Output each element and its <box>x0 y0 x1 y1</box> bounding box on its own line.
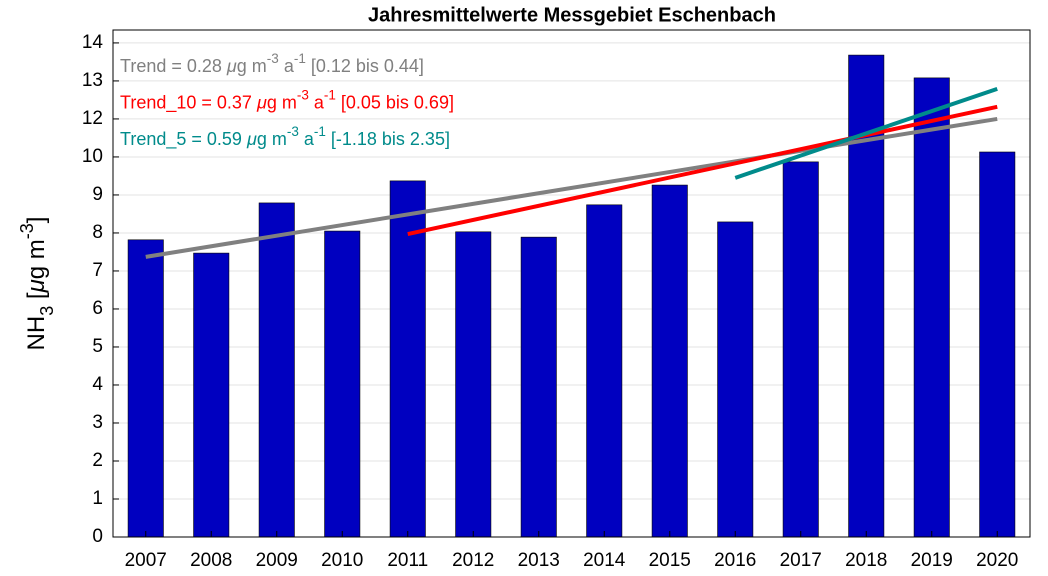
x-tick-label: 2009 <box>256 550 298 571</box>
trend-label-part: g m <box>257 129 287 149</box>
trend-line <box>734 87 998 180</box>
trend-label-part: μ <box>226 56 237 76</box>
y-tick-label: 14 <box>82 32 104 53</box>
trend-label-part: -1 <box>314 124 326 139</box>
x-tick-label: 2018 <box>845 550 887 571</box>
trend-label-part: Trend_5 = 0.59 <box>120 129 247 150</box>
y-axis-label-part: g m <box>23 239 50 279</box>
trend-label-part: a <box>279 56 295 76</box>
trend-line <box>145 116 998 259</box>
y-tick-label: 13 <box>82 70 103 91</box>
y-tick-label: 6 <box>92 298 103 319</box>
bar <box>586 204 623 538</box>
bar <box>324 230 361 538</box>
bar <box>389 180 426 538</box>
y-tick-label: 0 <box>92 526 103 547</box>
trend-label-part: -1 <box>294 51 306 66</box>
bar <box>717 221 754 538</box>
trend-label-part: g m <box>237 56 267 76</box>
y-axis-label-part: 3 <box>37 306 57 316</box>
y-axis-label-part: ] <box>23 217 50 224</box>
trend-label-part: μ <box>256 92 267 112</box>
bar <box>127 239 164 538</box>
x-tick-label: 2014 <box>583 550 626 571</box>
y-tick-label: 5 <box>92 336 103 357</box>
bar <box>782 161 819 538</box>
bar <box>979 151 1016 538</box>
x-tick-label: 2015 <box>649 550 691 571</box>
trend-label-part: -1 <box>324 88 336 103</box>
trend-label-part: a <box>299 129 315 149</box>
x-tick-label: 2017 <box>780 550 822 571</box>
trend-label-part: -3 <box>267 51 279 66</box>
y-tick-label: 3 <box>92 412 103 433</box>
x-tick-label: 2007 <box>125 550 167 571</box>
trend-label-part: [0.05 bis 0.69] <box>336 92 454 112</box>
y-tick-label: 1 <box>92 488 103 509</box>
x-tick-label: 2019 <box>911 550 953 571</box>
trend-line <box>407 104 998 237</box>
trend-label-part: -3 <box>297 88 309 103</box>
bar <box>193 252 230 538</box>
y-tick-label: 9 <box>92 184 103 205</box>
bar <box>651 184 688 538</box>
y-tick-label: 4 <box>92 374 103 395</box>
trend-label-part: -3 <box>287 124 299 139</box>
y-tick-label: 12 <box>82 108 103 129</box>
trend-label-part: a <box>309 92 325 112</box>
y-axis-label-part: μ <box>23 279 50 293</box>
y-axis-label-part: NH <box>23 316 50 351</box>
trend-label-part: [-1.18 bis 2.35] <box>326 129 450 149</box>
x-tick-label: 2008 <box>190 550 232 571</box>
trend-label-part: μ <box>246 129 257 149</box>
trend-label-part: Trend_10 = 0.37 <box>120 92 257 113</box>
y-tick-label: 10 <box>82 146 103 167</box>
bar <box>455 231 492 538</box>
trend-label: Trend_5 = 0.59 μg m-3 a-1 [-1.18 bis 2.3… <box>120 124 450 150</box>
bar <box>258 202 295 538</box>
bar <box>913 77 950 538</box>
x-tick-label: 2012 <box>452 550 494 571</box>
trend-label-part: Trend = 0.28 <box>120 56 227 76</box>
plot-frame <box>112 29 1031 538</box>
x-tick-label: 2020 <box>976 550 1018 571</box>
y-tick-label: 8 <box>92 222 103 243</box>
x-tick-label: 2013 <box>518 550 560 571</box>
y-tick-label: 2 <box>92 450 103 471</box>
trend-label-part: [0.12 bis 0.44] <box>306 56 424 76</box>
y-tick-label: 7 <box>92 260 103 281</box>
y-axis-label-part: [ <box>23 292 50 306</box>
y-axis-label: NH3 [μg m-3] <box>17 217 57 351</box>
bar <box>520 236 557 538</box>
chart-title: Jahresmittelwerte Messgebiet Eschenbach <box>368 4 776 26</box>
trend-label: Trend = 0.28 μg m-3 a-1 [0.12 bis 0.44] <box>120 51 424 76</box>
x-tick-label: 2010 <box>321 550 363 571</box>
trend-label-part: g m <box>267 92 297 112</box>
x-tick-label: 2016 <box>714 550 756 571</box>
x-tick-label: 2011 <box>387 550 428 571</box>
y-axis-label-part: -3 <box>17 223 37 239</box>
trend-label: Trend_10 = 0.37 μg m-3 a-1 [0.05 bis 0.6… <box>120 88 454 114</box>
